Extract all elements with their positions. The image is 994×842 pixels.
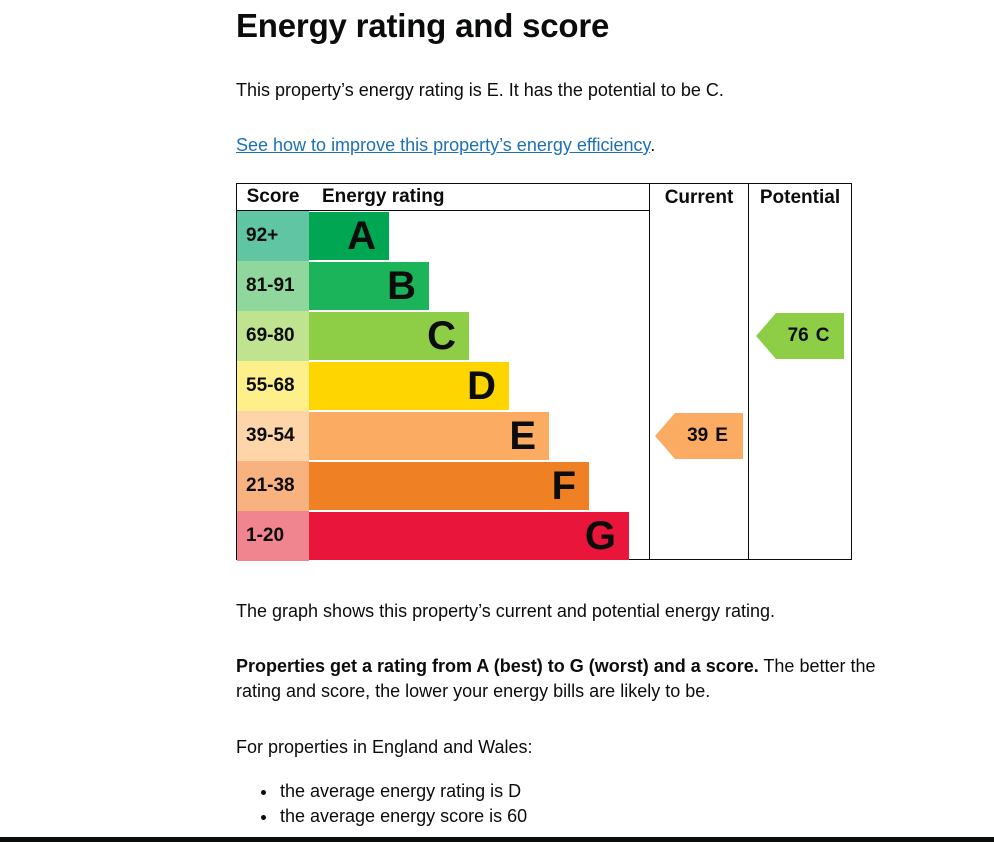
rating-explanation: Properties get a rating from A (best) to… [236,654,896,704]
band-b-score: 81-91 [237,261,309,311]
band-d-score: 55-68 [237,361,309,411]
potential-rating-score: 76 [787,325,809,346]
average-score-item: the average energy score is 60 [278,804,852,829]
band-e-bar: E [309,412,549,460]
region-intro: For properties in England and Wales: [236,737,533,757]
band-c-bar: C [309,312,469,360]
page-title: Energy rating and score [236,7,610,44]
energy-rating-column-header: Energy rating [322,186,445,207]
epc-band-row-g: 1-20 G [237,511,649,561]
average-stats-list: the average energy rating is D the avera… [278,779,852,829]
potential-column: Potential 76 C [748,184,851,559]
current-column-header: Current [664,186,734,208]
epc-band-row-d: 55-68 D [237,361,649,411]
graph-caption: The graph shows this property’s current … [236,601,775,621]
improve-efficiency-link[interactable]: See how to improve this property’s energ… [236,135,651,155]
band-f-score: 21-38 [237,461,309,511]
epc-band-row-a: 92+ A [237,211,649,261]
band-f-bar: F [309,462,589,510]
band-c-score: 69-80 [237,311,309,361]
intro-text: This property’s energy rating is E. It h… [236,80,724,100]
current-column: Current 39 E [649,184,748,559]
main-content: Energy rating and score This property’s … [236,0,876,829]
average-rating-item: the average energy rating is D [278,779,852,804]
rating-explanation-bold: Properties get a rating from A (best) to… [236,656,759,676]
band-g-letter: G [584,514,616,558]
rating-explanation-rest: The better the rating and score, the low… [236,656,876,701]
chart-header-row: Score Energy rating [237,184,649,211]
energy-rating-chart: Score Energy rating 92+ A 81-91 B 69-80 … [236,183,852,561]
improve-link-paragraph: See how to improve this property’s energ… [236,133,852,158]
band-b-letter: B [387,264,416,308]
band-e-letter: E [509,414,536,458]
current-rating-score: 39 [687,425,709,446]
current-rating-arrow: 39 E [655,413,743,459]
band-d-letter: D [467,364,496,408]
band-c-letter: C [427,314,456,358]
band-a-score: 92+ [237,211,309,261]
band-b-bar: B [309,262,429,310]
improve-link-suffix: . [650,135,656,155]
epc-band-row-f: 21-38 F [237,461,649,511]
band-e-score: 39-54 [237,411,309,461]
band-a-letter: A [347,214,376,258]
band-g-bar: G [309,512,629,560]
score-column-header: Score [246,186,300,207]
potential-rating-arrow: 76 C [756,313,844,359]
current-rating-letter: E [715,425,728,446]
band-g-score: 1-20 [237,511,309,561]
epc-band-row-c: 69-80 C [237,311,649,361]
epc-band-row-b: 81-91 B [237,261,649,311]
potential-rating-letter: C [815,325,830,346]
band-a-bar: A [309,212,389,260]
band-f-letter: F [551,464,576,508]
epc-band-row-e: 39-54 E [237,411,649,461]
band-d-bar: D [309,362,509,410]
footer-bar [0,837,994,842]
chart-bands-section: Score Energy rating 92+ A 81-91 B 69-80 … [237,184,649,561]
potential-column-header: Potential [759,186,841,208]
